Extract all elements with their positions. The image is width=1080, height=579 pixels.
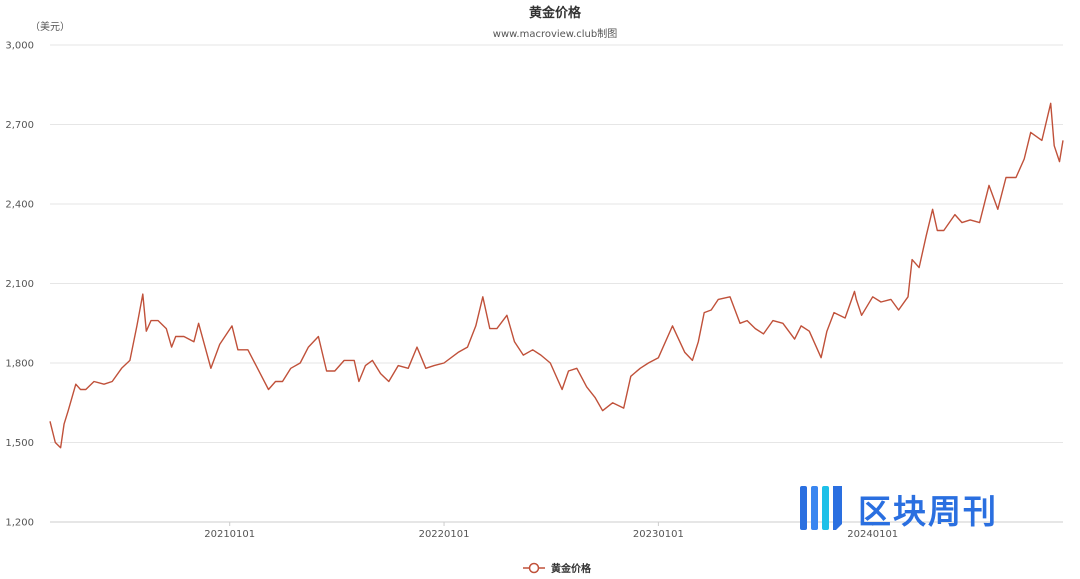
x-tick-label: 20230101: [633, 529, 684, 540]
watermark-logo: 区块周刊: [800, 486, 998, 531]
series-line-gold-price: [49, 102, 1064, 449]
watermark-text: 区块周刊: [858, 492, 998, 531]
y-tick-label: 3,000: [5, 41, 34, 52]
x-axis-ticks: 20210101 20220101 20230101 20240101: [204, 522, 898, 540]
y-axis-ticks: 1,200 1,500 1,800 2,100 2,400 2,700 3,000: [5, 41, 34, 529]
x-tick-label: 20220101: [419, 529, 470, 540]
y-tick-label: 2,400: [5, 200, 34, 211]
x-tick-label: 20240101: [847, 529, 898, 540]
x-tick-label: 20210101: [204, 529, 255, 540]
y-tick-label: 2,700: [5, 120, 34, 131]
chart-title: 黄金价格: [529, 5, 582, 21]
legend: 黄金价格: [523, 562, 592, 575]
y-tick-label: 2,100: [5, 279, 34, 290]
y-tick-label: 1,200: [5, 518, 34, 529]
legend-label: 黄金价格: [551, 562, 592, 575]
y-tick-label: 1,800: [5, 359, 34, 370]
legend-marker-icon: [528, 562, 540, 574]
grid-lines: [50, 44, 1063, 443]
watermark-logo-icon: [800, 486, 842, 530]
chart-subtitle: www.macroview.club制图: [493, 27, 617, 40]
y-tick-label: 1,500: [5, 438, 34, 449]
y-axis-unit-label: （美元）: [30, 20, 70, 33]
